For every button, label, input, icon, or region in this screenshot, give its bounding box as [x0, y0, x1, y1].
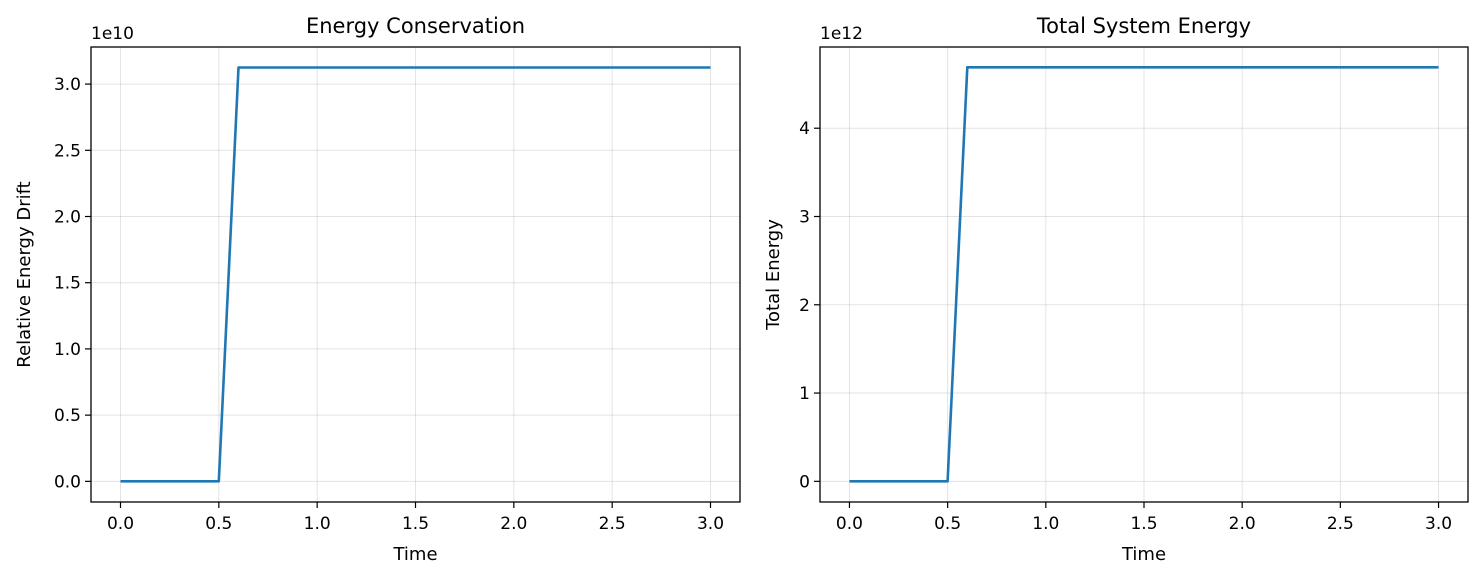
x-tick-label: 2.5: [599, 514, 626, 534]
chart-title: Total System Energy: [1036, 14, 1251, 38]
x-axis-ticks: 0.0 0.5 1.0 1.5 2.0 2.5 3.0: [107, 502, 724, 534]
y-tick-label: 3: [799, 207, 810, 227]
x-tick-label: 1.5: [1130, 514, 1157, 534]
grid: [91, 47, 740, 502]
chart-energy-conservation: 0.0 0.5 1.0 1.5 2.0 2.5 3.0 0.0 0.5 1.0 1.5 2.0 2.5…: [14, 14, 741, 565]
x-axis-label: Time: [1121, 544, 1166, 565]
y-tick-label: 1.5: [54, 274, 81, 294]
y-tick-label: 0.0: [54, 472, 81, 492]
y-tick-label: 2: [799, 296, 810, 316]
y-tick-label: 2.0: [54, 207, 81, 227]
x-tick-label: 0.0: [107, 514, 134, 534]
y-tick-label: 1: [799, 384, 810, 404]
y-axis-offset-text: 1e10: [91, 24, 134, 44]
y-axis-label: Total Energy: [763, 219, 784, 331]
series-line: [120, 66, 711, 483]
chart-total-system-energy: 0.0 0.5 1.0 1.5 2.0 2.5 3.0 0 1 2 3 4 Total System…: [763, 14, 1469, 565]
x-tick-label: 1.0: [304, 514, 331, 534]
x-tick-label: 3.0: [1425, 514, 1452, 534]
y-axis-offset-text: 1e12: [820, 24, 863, 44]
y-tick-label: 0.5: [54, 406, 81, 426]
grid: [820, 47, 1468, 502]
x-tick-label: 0.5: [934, 514, 961, 534]
x-tick-label: 2.0: [500, 514, 527, 534]
x-tick-label: 0.0: [836, 514, 863, 534]
x-tick-label: 1.5: [402, 514, 429, 534]
x-tick-label: 2.5: [1327, 514, 1354, 534]
y-tick-label: 3.0: [54, 75, 81, 95]
y-tick-label: 2.5: [54, 141, 81, 161]
y-tick-label: 4: [799, 119, 810, 139]
x-tick-label: 2.0: [1229, 514, 1256, 534]
y-axis-label: Relative Energy Drift: [14, 181, 35, 367]
y-tick-label: 1.0: [54, 340, 81, 360]
x-axis-label: Time: [392, 544, 437, 565]
y-axis-ticks: 0 1 2 3 4: [799, 119, 820, 492]
chart-title: Energy Conservation: [306, 14, 525, 38]
x-tick-label: 1.0: [1032, 514, 1059, 534]
y-tick-label: 0: [799, 472, 810, 492]
y-axis-ticks: 0.0 0.5 1.0 1.5 2.0 2.5 3.0: [54, 75, 91, 492]
x-tick-label: 3.0: [697, 514, 724, 534]
series-line: [849, 66, 1439, 483]
x-axis-ticks: 0.0 0.5 1.0 1.5 2.0 2.5 3.0: [836, 502, 1452, 534]
x-tick-label: 0.5: [205, 514, 232, 534]
